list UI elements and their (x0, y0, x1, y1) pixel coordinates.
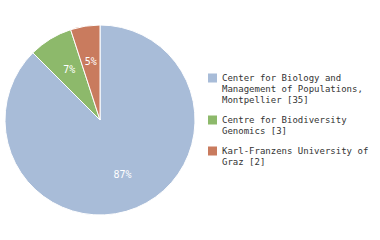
legend-entry-line: Montpellier [35] (222, 95, 309, 105)
legend-entry: Center for Biology andManagement of Popu… (222, 73, 363, 105)
legend: Center for Biology andManagement of Popu… (208, 73, 368, 167)
data-labels: 87% 7% 5% (63, 56, 131, 180)
legend-entry-line: Center for Biology and (222, 73, 341, 83)
legend-swatch (208, 147, 217, 156)
data-label: 5% (85, 56, 97, 67)
legend-entry-line: Centre for Biodiversity (222, 115, 347, 125)
data-label: 7% (63, 64, 75, 75)
legend-entry-line: Graz [2] (222, 157, 265, 167)
legend-entry-line: Management of Populations, (222, 84, 363, 94)
legend-entry-line: Genomics [3] (222, 126, 287, 136)
data-label: 87% (114, 169, 132, 180)
chart: 87% 7% 5% Center for Biology andManagement … (0, 0, 380, 240)
pie (5, 25, 195, 215)
legend-entry-line: Karl-Franzens University of (222, 146, 368, 156)
pie-slice (5, 25, 195, 215)
legend-swatch (208, 74, 217, 83)
legend-entry: Centre for BiodiversityGenomics [3] (222, 115, 347, 136)
legend-entry: Karl-Franzens University ofGraz [2] (222, 146, 368, 167)
legend-swatch (208, 116, 217, 125)
